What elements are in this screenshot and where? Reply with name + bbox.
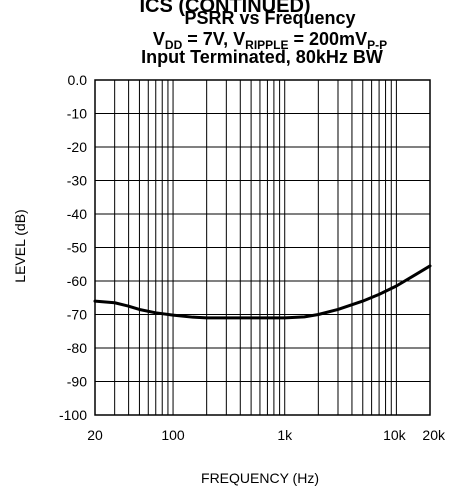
y-tick-label: -70 [67,307,87,323]
header-fragment: ICS (CONTINUED) [139,0,310,17]
y-tick-label: -40 [67,206,87,222]
vdd-subscript: DD [165,38,183,52]
y-tick-label: -90 [67,374,87,390]
y-tick-label: -60 [67,273,87,289]
plot-border [94,79,431,416]
ripple-value: = 200mV [289,29,368,49]
y-tick-label: 0.0 [68,72,88,88]
grid-lines [95,79,430,416]
chart-condition-line3: Input Terminated, 80kHz BW [141,47,383,67]
ripple-unit-subscript: P-P [367,38,387,52]
y-tick-label: -30 [67,173,87,189]
x-tick-label: 20k [422,427,446,443]
y-tick-label: -20 [67,139,87,155]
x-axis-label: FREQUENCY (Hz) [201,470,319,486]
x-tick-label: 100 [161,427,185,443]
psrr-curve [93,264,432,320]
x-tick-label: 10k [383,427,407,443]
x-tick-label: 1k [277,427,293,443]
vdd-symbol: V [153,29,165,49]
y-tick-label: -100 [59,407,87,423]
chart-conditions: VDD = 7V, VRIPPLE = 200mVP-P [153,29,387,52]
ripple-symbol: V [233,29,245,49]
y-tick-label: -10 [67,106,87,122]
y-tick-labels: 0.0 -10 -20 -30 -40 -50 -60 -70 -80 -90 -100 [59,72,87,423]
y-tick-label: -50 [67,240,87,256]
ripple-subscript: RIPPLE [245,38,288,52]
plot-frame [94,79,431,416]
vdd-value: = 7V, [182,29,233,49]
x-tick-labels: 20 100 1k 10k 20k [87,427,446,443]
x-tick-label: 20 [87,427,103,443]
y-tick-label: -80 [67,340,87,356]
data-series [93,264,432,320]
chart-title: PSRR vs Frequency [184,8,355,28]
y-axis-label: LEVEL (dB) [12,209,28,282]
